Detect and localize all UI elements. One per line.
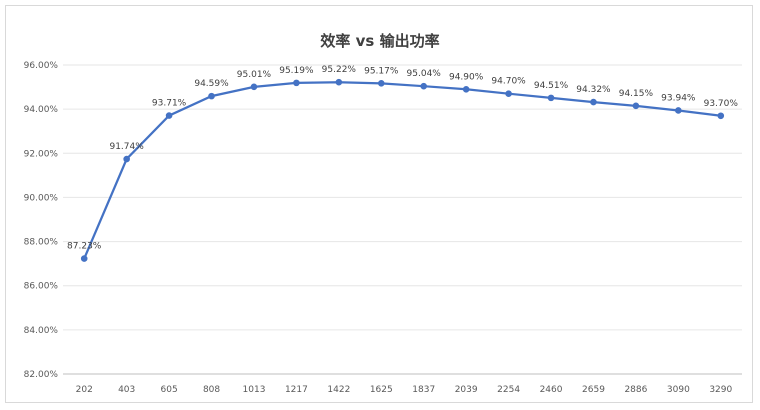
efficiency-line-chart: 效率 vs 输出功率 82.00% 84.00% 86.00% 88.00% 90.00… <box>24 32 742 395</box>
data-point <box>675 107 682 114</box>
data-point <box>590 98 597 106</box>
data-point <box>165 112 173 119</box>
x-tick-label: 3090 <box>667 385 690 395</box>
data-point <box>547 94 555 102</box>
x-tick-label: 1422 <box>327 385 350 395</box>
y-tick-label: 84.00% <box>24 326 59 336</box>
data-label: 94.15% <box>619 89 654 99</box>
x-tick-label: 403 <box>118 385 135 395</box>
x-tick-label: 808 <box>203 385 220 395</box>
data-point <box>335 78 343 86</box>
data-label: 93.70% <box>704 99 739 109</box>
y-axis-ticks: 82.00% 84.00% 86.00% 88.00% 90.00% 92.00% 94.0… <box>24 61 59 380</box>
x-tick-label: 1217 <box>285 385 308 395</box>
data-label: 95.04% <box>407 69 442 79</box>
chart-frame: 效率 vs 输出功率 82.00% 84.00% 86.00% 88.00% 90.00… <box>5 5 753 403</box>
data-point <box>632 102 640 110</box>
data-label: 93.71% <box>152 99 187 109</box>
x-tick-label: 605 <box>161 385 178 395</box>
data-point <box>293 79 300 87</box>
data-label: 94.59% <box>194 79 229 89</box>
y-tick-label: 94.00% <box>24 105 59 115</box>
data-label: 87.23% <box>67 242 102 252</box>
y-tick-label: 92.00% <box>24 149 59 159</box>
data-point <box>80 255 88 262</box>
data-label: 94.32% <box>576 85 611 95</box>
data-point <box>123 155 130 163</box>
data-point <box>717 112 725 120</box>
x-tick-label: 3290 <box>709 385 732 395</box>
chart-title: 效率 vs 输出功率 <box>320 32 439 50</box>
data-label: 94.70% <box>491 77 526 87</box>
data-point <box>250 83 258 91</box>
x-tick-label: 2254 <box>497 385 520 395</box>
x-tick-label: 1625 <box>370 385 393 395</box>
x-tick-label: 2886 <box>624 385 647 395</box>
data-label: 95.17% <box>364 66 399 76</box>
data-point <box>208 92 215 100</box>
y-tick-label: 88.00% <box>24 238 59 248</box>
data-point <box>505 90 512 97</box>
gridlines <box>63 64 742 375</box>
x-axis-ticks: 202 403 605 808 1013 1217 1422 1625 1837 2039 2254… <box>76 385 733 395</box>
y-tick-label: 86.00% <box>24 282 59 292</box>
data-label: 94.51% <box>534 81 569 91</box>
x-tick-label: 202 <box>76 385 93 395</box>
data-point <box>377 80 385 87</box>
data-label: 94.90% <box>449 72 484 82</box>
series-efficiency <box>80 78 725 262</box>
data-label: 95.22% <box>322 65 357 75</box>
data-label: 95.01% <box>237 70 272 80</box>
y-tick-label: 82.00% <box>24 370 59 380</box>
x-tick-label: 1837 <box>412 385 435 395</box>
x-tick-label: 2659 <box>582 385 605 395</box>
data-point <box>420 82 428 90</box>
data-label: 93.94% <box>661 93 696 103</box>
y-tick-label: 90.00% <box>24 193 59 203</box>
series-line <box>83 81 721 260</box>
data-point <box>462 85 470 93</box>
data-labels: 87.23% 91.74% 93.71% 94.59% 95.01% 95.19% 95.2… <box>67 65 738 251</box>
x-tick-label: 2039 <box>455 385 478 395</box>
x-tick-label: 1013 <box>243 385 266 395</box>
y-tick-label: 96.00% <box>24 61 59 71</box>
x-tick-label: 2460 <box>540 385 563 395</box>
data-label: 95.19% <box>279 66 314 76</box>
data-label: 91.74% <box>109 142 144 152</box>
